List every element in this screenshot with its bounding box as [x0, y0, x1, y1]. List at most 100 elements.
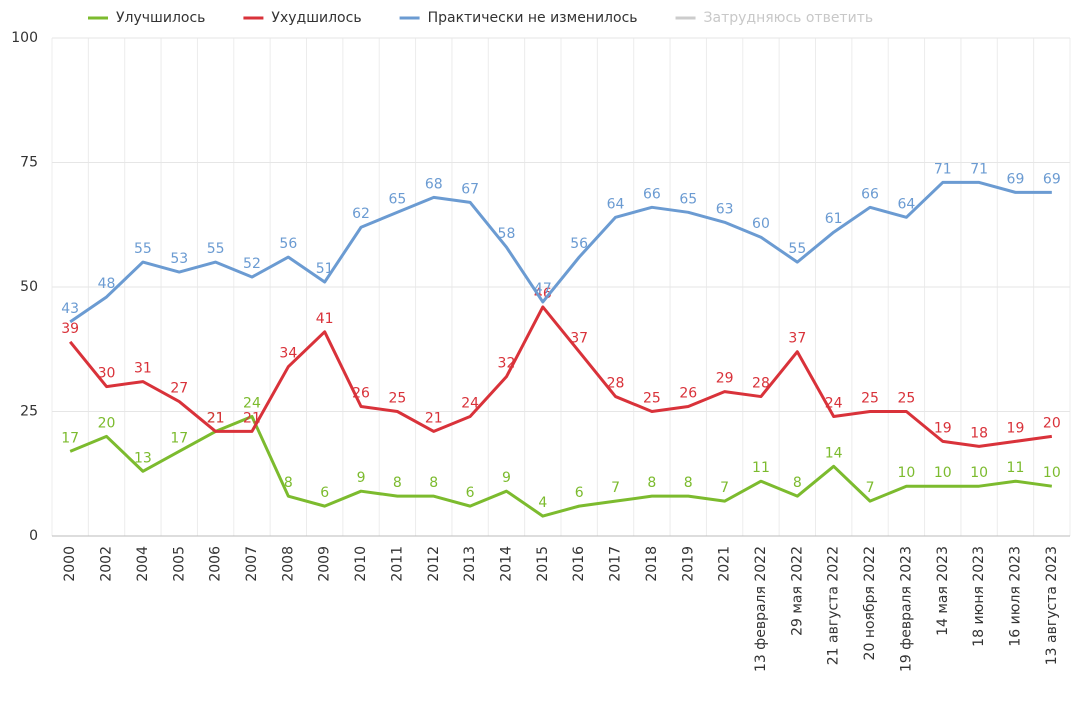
x-tick-label: 2002 [99, 546, 115, 582]
line-series [69, 414, 1053, 518]
data-label: 11 [1007, 460, 1025, 476]
x-tick-label: 2006 [208, 546, 224, 582]
data-label: 10 [1043, 465, 1061, 481]
data-label: 51 [316, 261, 334, 277]
y-tick-label: 25 [20, 404, 38, 420]
data-label: 65 [679, 191, 697, 207]
x-tick-label: 14 мая 2023 [935, 546, 951, 636]
data-label: 6 [466, 485, 475, 501]
data-label: 17 [61, 430, 79, 446]
data-label: 65 [388, 191, 406, 207]
x-tick-label: 21 августа 2022 [826, 546, 842, 665]
data-label: 7 [611, 480, 620, 496]
data-label: 6 [575, 485, 584, 501]
x-tick-label: 2019 [680, 546, 696, 582]
data-label: 27 [170, 381, 188, 397]
data-label: 19 [1007, 420, 1025, 436]
x-tick-label: 2007 [244, 546, 260, 582]
x-tick-label: 2000 [62, 546, 78, 582]
data-label: 7 [866, 480, 875, 496]
data-label: 18 [970, 425, 988, 441]
data-label: 66 [861, 186, 879, 202]
data-label: 71 [934, 161, 952, 177]
data-label: 32 [498, 356, 516, 372]
data-label: 8 [684, 475, 693, 491]
data-label: 6 [320, 485, 329, 501]
data-label: 10 [897, 465, 915, 481]
x-tick-label: 2005 [171, 546, 187, 582]
x-tick-label: 2011 [389, 546, 405, 582]
data-label: 25 [388, 391, 406, 407]
data-label: 64 [607, 196, 625, 212]
y-tick-label: 0 [29, 528, 38, 544]
data-label: 64 [897, 196, 915, 212]
data-label: 68 [425, 176, 443, 192]
x-tick-label: 2004 [135, 546, 151, 582]
legend-item[interactable]: Практически не изменилось [428, 10, 638, 26]
data-label: 8 [393, 475, 402, 491]
data-label: 8 [793, 475, 802, 491]
data-label: 10 [970, 465, 988, 481]
data-label: 71 [970, 161, 988, 177]
data-label: 56 [570, 236, 588, 252]
data-label: 19 [934, 420, 952, 436]
legend-item[interactable]: Затрудняюсь ответить [704, 10, 874, 26]
x-tick-label: 29 мая 2022 [789, 546, 805, 636]
data-label: 25 [861, 391, 879, 407]
x-tick-label: 18 июня 2023 [971, 546, 987, 647]
x-tick-label: 2015 [535, 546, 551, 582]
data-label: 8 [647, 475, 656, 491]
x-tick-label: 13 февраля 2022 [753, 546, 769, 672]
data-label: 55 [788, 241, 806, 257]
x-tick-label: 2013 [462, 546, 478, 582]
data-label: 37 [788, 331, 806, 347]
data-label: 11 [752, 460, 770, 476]
data-label: 25 [897, 391, 915, 407]
data-label: 24 [461, 395, 479, 411]
data-label: 28 [752, 376, 770, 392]
x-tick-label: 2021 [717, 546, 733, 582]
data-label: 55 [134, 241, 152, 257]
data-label: 29 [716, 371, 734, 387]
data-label: 56 [279, 236, 297, 252]
x-tick-label: 2017 [608, 546, 624, 582]
data-label: 43 [61, 301, 79, 317]
line-series [69, 305, 1053, 448]
legend-item[interactable]: Улучшилось [116, 10, 205, 26]
data-label: 66 [643, 186, 661, 202]
data-label: 53 [170, 251, 188, 267]
data-label: 67 [461, 181, 479, 197]
data-label: 7 [720, 480, 729, 496]
data-label: 20 [98, 415, 116, 431]
data-label: 28 [607, 376, 625, 392]
data-label: 62 [352, 206, 370, 222]
data-label: 48 [98, 276, 116, 292]
data-label: 20 [1043, 415, 1061, 431]
data-label: 37 [570, 331, 588, 347]
data-label: 63 [716, 201, 734, 217]
data-label: 26 [352, 386, 370, 402]
data-label: 17 [170, 430, 188, 446]
data-label: 14 [825, 445, 843, 461]
data-label: 31 [134, 361, 152, 377]
data-label: 41 [316, 311, 334, 327]
x-tick-label: 2010 [353, 546, 369, 582]
x-tick-label: 2018 [644, 546, 660, 582]
x-tick-label: 16 июля 2023 [1007, 546, 1023, 647]
legend-item[interactable]: Ухудшилось [271, 10, 361, 26]
data-label: 24 [825, 395, 843, 411]
x-tick-label: 2016 [571, 546, 587, 582]
data-label: 61 [825, 211, 843, 227]
x-tick-label: 2014 [498, 546, 514, 582]
y-tick-label: 50 [20, 279, 38, 295]
data-label: 39 [61, 321, 79, 337]
data-label: 25 [643, 391, 661, 407]
x-tick-label: 20 ноября 2022 [862, 546, 878, 660]
data-label: 30 [98, 366, 116, 382]
data-label: 8 [284, 475, 293, 491]
x-tick-label: 2012 [426, 546, 442, 582]
data-label: 13 [134, 450, 152, 466]
x-tick-label: 19 февраля 2023 [898, 546, 914, 672]
data-label: 34 [279, 346, 297, 362]
data-label: 21 [207, 410, 225, 426]
